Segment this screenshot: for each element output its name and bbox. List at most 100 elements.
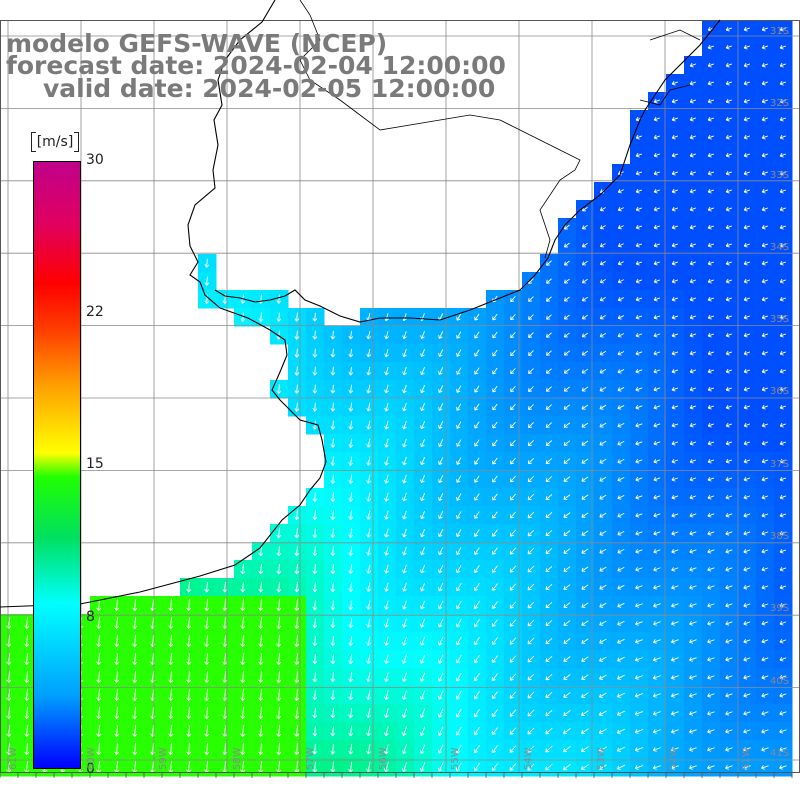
wind-arrow xyxy=(581,242,588,248)
wind-arrow xyxy=(563,296,570,302)
wind-arrow xyxy=(527,709,535,717)
wind-arrow xyxy=(725,603,733,608)
wind-arrow xyxy=(528,332,534,338)
wind-arrow xyxy=(276,546,282,557)
wind-arrow xyxy=(671,513,679,518)
wind-arrow xyxy=(438,582,444,592)
wind-arrow xyxy=(743,765,751,770)
wind-arrow xyxy=(545,512,553,519)
wind-arrow xyxy=(132,725,138,738)
wind-arrow xyxy=(330,528,336,539)
wind-arrow xyxy=(384,582,389,592)
wind-arrow xyxy=(402,331,407,340)
wind-arrow xyxy=(653,170,661,176)
wind-arrow xyxy=(455,618,462,628)
wind-arrow xyxy=(384,456,389,466)
wind-arrow xyxy=(384,708,389,719)
wind-arrow xyxy=(581,224,588,230)
wind-arrow xyxy=(545,350,552,356)
wind-arrow xyxy=(222,617,228,630)
wind-arrow xyxy=(312,600,318,611)
wind-arrow xyxy=(545,709,553,717)
lat-label-38s: 38S xyxy=(770,531,790,542)
wind-arrow xyxy=(168,653,174,666)
wind-arrow xyxy=(491,763,499,772)
wind-arrow xyxy=(689,422,697,428)
wind-arrow xyxy=(599,548,607,554)
lon-label-52w: 52W xyxy=(668,747,679,770)
wind-arrow xyxy=(545,637,553,645)
wind-arrow xyxy=(294,330,300,340)
wind-arrow xyxy=(725,170,733,176)
wind-arrow xyxy=(438,564,444,574)
wind-arrow xyxy=(168,689,174,702)
wind-arrow xyxy=(222,743,228,756)
wind-arrow xyxy=(545,601,553,609)
wind-arrow xyxy=(653,278,661,284)
wind-arrow xyxy=(366,743,371,755)
wind-arrow xyxy=(689,332,697,338)
lat-label-34s: 34S xyxy=(770,242,790,253)
wind-arrow xyxy=(473,601,480,610)
wind-arrow xyxy=(635,459,643,464)
wind-arrow xyxy=(581,692,589,698)
wind-arrow xyxy=(689,224,697,230)
wind-arrow xyxy=(761,404,769,410)
wind-arrow xyxy=(492,511,498,519)
wind-arrow xyxy=(312,743,318,755)
wind-arrow xyxy=(779,152,787,158)
wind-arrow xyxy=(599,638,607,644)
wind-arrow xyxy=(348,474,354,484)
wind-arrow xyxy=(492,385,498,393)
wind-arrow xyxy=(96,689,102,702)
wind-arrow xyxy=(491,709,499,717)
wind-arrow xyxy=(563,314,570,320)
wind-arrow xyxy=(581,620,589,626)
wind-arrow xyxy=(348,761,354,773)
wind-arrow xyxy=(312,312,318,322)
wind-arrow xyxy=(492,493,498,501)
wind-arrow xyxy=(599,314,607,320)
wind-arrow xyxy=(689,116,697,122)
wind-arrow xyxy=(725,549,733,554)
wind-arrow xyxy=(455,744,462,754)
wind-arrow xyxy=(599,602,607,608)
wind-arrow xyxy=(509,709,517,717)
wind-arrow xyxy=(598,692,607,698)
wind-arrow xyxy=(779,170,787,176)
wind-arrow xyxy=(779,530,787,536)
wind-arrow xyxy=(240,563,246,575)
wind-arrow xyxy=(689,585,697,590)
valid-date: valid date: 2024-02-05 12:00:00 xyxy=(43,74,496,103)
wind-arrow xyxy=(401,726,408,737)
wind-arrow xyxy=(689,657,697,662)
wind-arrow xyxy=(563,566,571,572)
wind-arrow xyxy=(725,242,733,248)
wind-arrow xyxy=(779,638,787,644)
wind-arrow xyxy=(545,529,553,537)
wind-arrow xyxy=(437,762,444,772)
wind-arrow xyxy=(743,134,751,140)
wind-arrow xyxy=(616,746,625,752)
lat-label-35s: 35S xyxy=(770,314,790,325)
lon-label-57w: 57W xyxy=(305,747,316,770)
wind-arrow xyxy=(294,689,300,702)
wind-arrow xyxy=(707,567,715,572)
wind-arrow xyxy=(527,422,534,429)
wind-arrow xyxy=(437,708,444,718)
wind-arrow xyxy=(599,476,607,482)
wind-arrow xyxy=(779,747,787,752)
wind-arrow xyxy=(474,475,480,483)
wind-arrow xyxy=(366,528,371,538)
wind-arrow xyxy=(545,655,553,663)
wind-arrow xyxy=(402,546,407,556)
wind-arrow xyxy=(761,566,769,572)
wind-arrow xyxy=(653,440,661,446)
wind-arrow xyxy=(348,600,354,610)
wind-arrow xyxy=(509,727,517,735)
wind-arrow xyxy=(276,617,282,630)
wind-arrow xyxy=(779,134,787,140)
wind-arrow xyxy=(761,350,769,356)
wind-arrow xyxy=(420,546,426,556)
wind-arrow xyxy=(438,367,444,376)
